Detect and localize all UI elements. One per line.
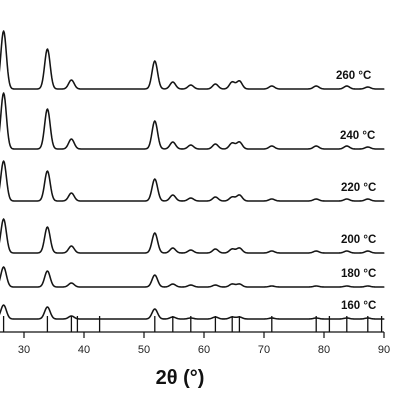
series-label-220-c: 220 °C [341, 182, 376, 194]
series-labels-layer: 260 °C 240 °C 220 °C 200 °C 180 °C 160 °C [336, 70, 376, 312]
x-ticks-layer [23, 332, 385, 338]
series-label-180-c: 180 °C [341, 268, 376, 280]
series-label-260-c: 260 °C [336, 70, 371, 82]
xrd-curve-220-c [0, 160, 385, 202]
x-tick-label-90: 90 [378, 344, 390, 356]
x-tick-label-40: 40 [78, 344, 90, 356]
x-tick-label-80: 80 [318, 344, 330, 356]
series-label-160-c: 160 °C [341, 300, 376, 312]
series-label-200-c: 200 °C [341, 234, 376, 246]
reference-lines-layer [2, 316, 383, 332]
xrd-curve-260-c [0, 30, 385, 90]
x-tick-label-60: 60 [198, 344, 210, 356]
x-tick-labels-layer: 30 40 50 60 70 80 90 [18, 344, 390, 356]
xrd-curve-200-c [0, 218, 385, 254]
xrd-curve-160-c [0, 304, 385, 320]
xrd-curve-180-c [0, 266, 385, 288]
series-label-240-c: 240 °C [340, 130, 375, 142]
xrd-curves-layer [0, 30, 385, 320]
xrd-curve-240-c [0, 92, 385, 150]
x-tick-label-70: 70 [258, 344, 270, 356]
x-tick-label-50: 50 [138, 344, 150, 356]
x-tick-label-30: 30 [18, 344, 30, 356]
x-axis-title: 2θ (°) [156, 367, 205, 389]
